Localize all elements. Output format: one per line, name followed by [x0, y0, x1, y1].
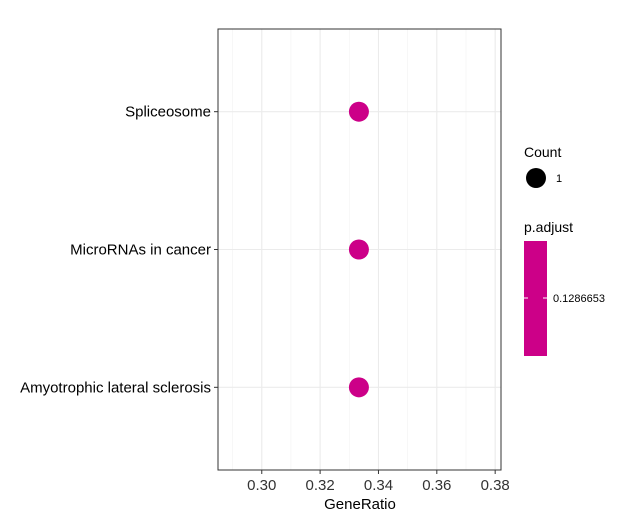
x-tick-label: 0.34 — [364, 477, 393, 494]
y-category-label: Amyotrophic lateral sclerosis — [20, 379, 211, 396]
x-tick-label: 0.30 — [247, 477, 276, 494]
legend: Count 1 p.adjust 0.1286653 — [524, 144, 605, 356]
x-tick-label: 0.36 — [422, 477, 451, 494]
data-point — [348, 377, 369, 398]
x-axis-title: GeneRatio — [324, 496, 396, 513]
legend-count-key — [526, 168, 546, 188]
legend-colorbar — [524, 241, 547, 356]
data-point — [348, 101, 369, 122]
legend-padjust-label: 0.1286653 — [553, 293, 605, 305]
legend-padjust-title: p.adjust — [524, 219, 573, 235]
y-category-label: MicroRNAs in cancer — [70, 242, 211, 259]
y-axis: Spliceosome MicroRNAs in cancer Amyotrophi… — [20, 104, 218, 396]
points — [348, 101, 369, 398]
data-point — [348, 239, 369, 260]
x-axis: 0.30 0.32 0.34 0.36 0.38 — [247, 470, 510, 494]
legend-count-title: Count — [524, 144, 561, 160]
legend-count-label: 1 — [556, 173, 562, 185]
y-category-label: Spliceosome — [125, 104, 211, 121]
x-tick-label: 0.32 — [306, 477, 335, 494]
x-tick-label: 0.38 — [481, 477, 510, 494]
